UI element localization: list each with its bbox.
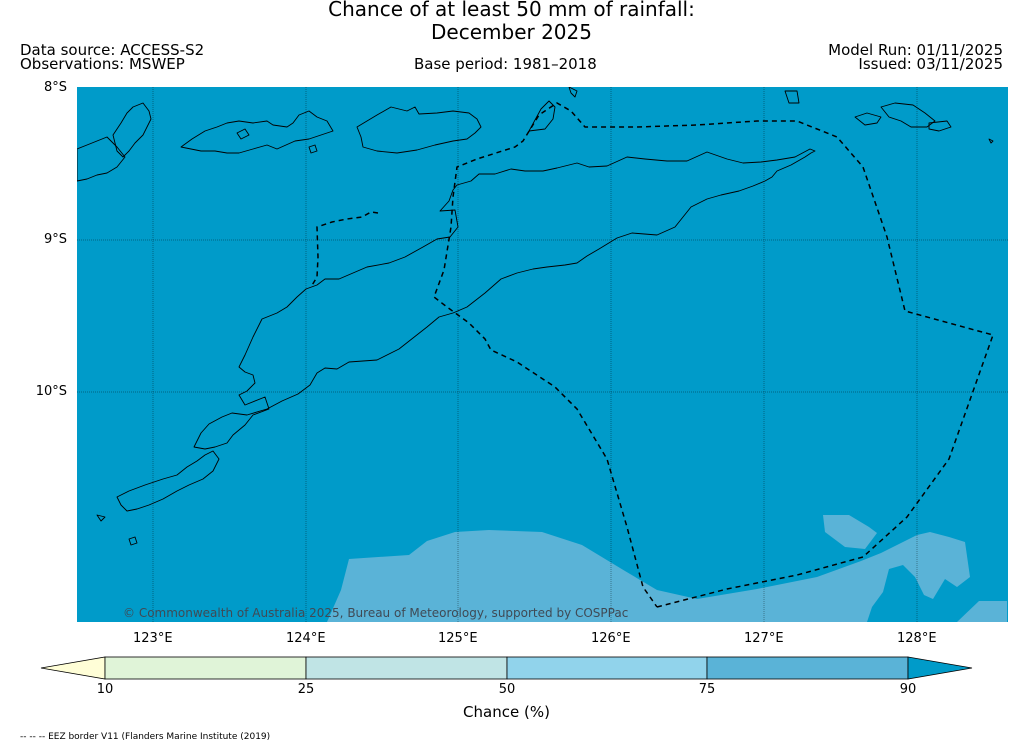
colorbar-tick-75: 75 xyxy=(698,682,716,697)
small-islet-1 xyxy=(784,90,800,104)
eez-border xyxy=(310,102,994,608)
map-title-line2: December 2025 xyxy=(431,20,592,44)
rain-band-75-90-south xyxy=(327,530,970,622)
timor-island-coastline xyxy=(193,148,816,450)
colorbar-segment-50-75 xyxy=(506,656,708,680)
rain-band-75-90-se xyxy=(957,601,1007,622)
leti-island-coastline xyxy=(854,112,882,126)
small-islet-3 xyxy=(236,128,250,140)
moa-island-coastline xyxy=(880,102,936,128)
western-island-coastline xyxy=(77,136,126,182)
rainfall-map: © Commonwealth of Australia 2025, Bureau… xyxy=(77,87,1008,622)
colorbar-label: Chance (%) xyxy=(463,703,550,721)
lat-label-10s: 10°S xyxy=(35,384,67,399)
coastlines xyxy=(77,87,994,546)
small-islet-7 xyxy=(988,138,994,144)
small-islet-5 xyxy=(96,514,106,522)
map-title-line1: Chance of at least 50 mm of rainfall: xyxy=(328,0,695,21)
colorbar-tick-25: 25 xyxy=(297,682,315,697)
lat-label-8s: 8°S xyxy=(43,80,67,95)
model-run-label: Model Run: 01/11/2025 xyxy=(828,41,1003,59)
wetar-island-coastline xyxy=(356,106,482,154)
eez-footnote: -- -- -- EEZ border V11 (Flanders Marine… xyxy=(20,732,271,742)
copyright-credit: © Commonwealth of Australia 2025, Bureau… xyxy=(123,606,628,620)
lon-label-127e: 127°E xyxy=(744,631,784,646)
small-islet-2 xyxy=(568,87,578,98)
alor-island-coastline xyxy=(180,110,334,154)
observations-label: Observations: MSWEP xyxy=(20,55,185,73)
colorbar-tick-90: 90 xyxy=(899,682,917,697)
base-period-label: Base period: 1981–2018 xyxy=(414,55,597,73)
lon-label-124e: 124°E xyxy=(286,631,326,646)
colorbar-segment-above-90 xyxy=(907,656,973,680)
colorbar xyxy=(40,656,973,680)
lon-label-123e: 123°E xyxy=(133,631,173,646)
small-islet-4 xyxy=(308,144,318,154)
rote-west-coast-fragment xyxy=(116,450,220,512)
lon-label-126e: 126°E xyxy=(591,631,631,646)
colorbar-tick-10: 10 xyxy=(96,682,114,697)
colorbar-segment-below-10 xyxy=(40,656,106,680)
colorbar-segment-75-90 xyxy=(706,656,909,680)
data-source-label: Data source: ACCESS-S2 xyxy=(20,41,205,59)
rain-band-75-90-east xyxy=(823,515,877,549)
lon-label-125e: 125°E xyxy=(438,631,478,646)
colorbar-segment-10-25 xyxy=(104,656,307,680)
colorbar-tick-50: 50 xyxy=(498,682,516,697)
colorbar-segment-25-50 xyxy=(305,656,508,680)
issued-label: Issued: 03/11/2025 xyxy=(858,55,1003,73)
lon-label-128e: 128°E xyxy=(897,631,937,646)
small-islet-6 xyxy=(128,536,138,546)
lakor-island-coastline xyxy=(928,120,952,132)
kisar-island-coastline xyxy=(528,100,556,132)
lat-label-9s: 9°S xyxy=(43,232,67,247)
